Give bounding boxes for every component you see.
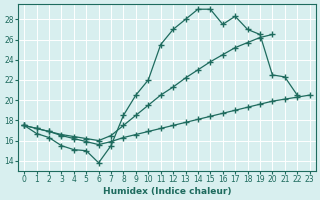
X-axis label: Humidex (Indice chaleur): Humidex (Indice chaleur) <box>103 187 231 196</box>
